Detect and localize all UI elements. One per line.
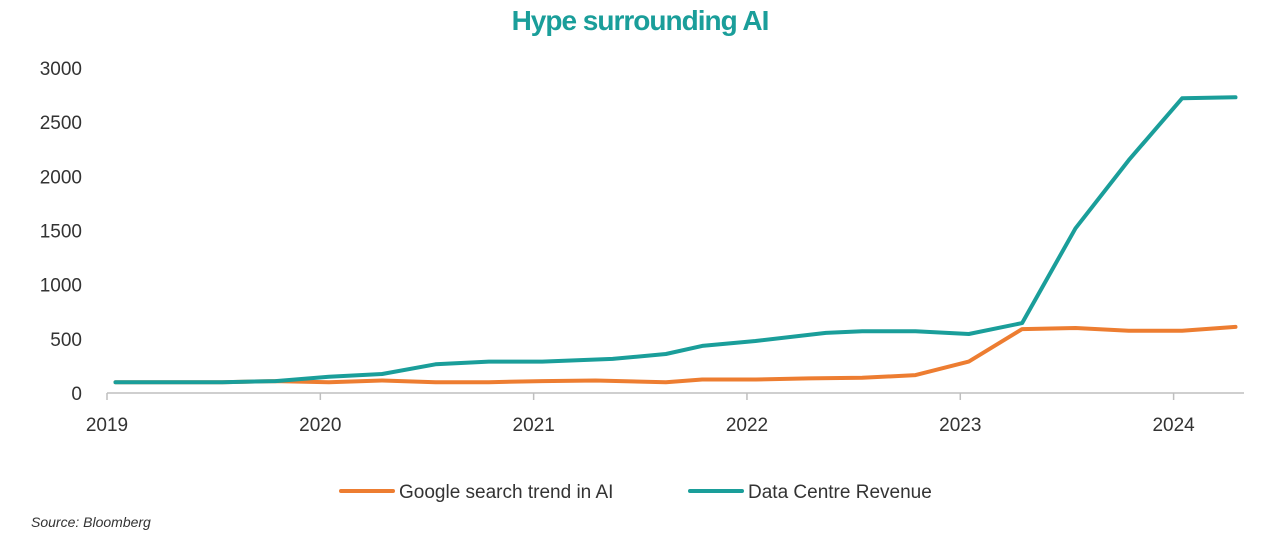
x-tick-label: 2019	[86, 415, 128, 436]
y-tick-label: 1000	[40, 276, 82, 297]
chart-title: Hype surrounding AI	[512, 5, 769, 36]
x-tick-label: 2024	[1152, 415, 1195, 436]
x-tick-label: 2023	[939, 415, 981, 436]
y-tick-label: 2000	[40, 167, 82, 188]
legend-label: Data Centre Revenue	[748, 482, 932, 503]
legend-item-data-centre-revenue: Data Centre Revenue	[688, 482, 932, 503]
series-lines	[113, 95, 1238, 385]
x-tick-label: 2022	[726, 415, 768, 436]
y-tick-label: 0	[71, 384, 82, 405]
x-axis: 2019 2020 2021 2022 2023 2024	[86, 392, 1244, 436]
x-tick-label: 2021	[513, 415, 555, 436]
series-line-google-search-trend	[113, 324, 1238, 385]
y-tick-label: 3000	[40, 59, 82, 80]
y-tick-label: 1500	[40, 222, 82, 243]
legend-label: Google search trend in AI	[399, 482, 613, 503]
source-note: Source: Bloomberg	[31, 514, 151, 530]
x-tick-label: 2020	[299, 415, 341, 436]
y-tick-label: 2500	[40, 113, 82, 134]
y-tick-label: 500	[50, 330, 82, 351]
series-line-data-centre-revenue	[113, 95, 1238, 385]
legend: Google search trend in AI Data Centre Rev…	[339, 482, 932, 503]
y-axis-tick-labels: 0 500 1000 1500 2000 2500 3000	[40, 59, 82, 405]
legend-item-google-search-trend: Google search trend in AI	[339, 482, 613, 503]
